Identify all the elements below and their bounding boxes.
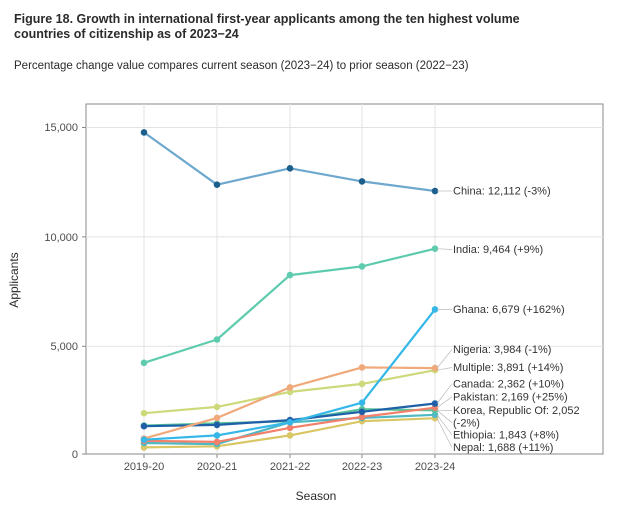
svg-text:5,000: 5,000 bbox=[50, 341, 78, 353]
svg-text:Nepal: 1,688 (+11%): Nepal: 1,688 (+11%) bbox=[453, 442, 553, 454]
svg-text:China: 12,112 (-3%): China: 12,112 (-3%) bbox=[453, 186, 551, 198]
svg-text:2021-22: 2021-22 bbox=[270, 461, 310, 473]
svg-text:Ethiopia: 1,843 (+8%): Ethiopia: 1,843 (+8%) bbox=[453, 430, 559, 442]
svg-text:2023-24: 2023-24 bbox=[415, 461, 455, 473]
svg-text:Korea, Republic Of: 2,052: Korea, Republic Of: 2,052 bbox=[453, 405, 580, 417]
svg-text:0: 0 bbox=[72, 449, 78, 461]
svg-text:2022-23: 2022-23 bbox=[342, 461, 382, 473]
svg-text:Pakistan: 2,169 (+25%): Pakistan: 2,169 (+25%) bbox=[453, 392, 568, 404]
svg-text:Multiple: 3,891 (+14%): Multiple: 3,891 (+14%) bbox=[453, 362, 563, 374]
svg-text:(-2%): (-2%) bbox=[453, 417, 480, 429]
svg-text:2019-20: 2019-20 bbox=[124, 461, 164, 473]
svg-text:Season: Season bbox=[296, 489, 337, 503]
svg-text:India: 9,464 (+9%): India: 9,464 (+9%) bbox=[453, 244, 543, 256]
svg-text:Nigeria: 3,984 (-1%): Nigeria: 3,984 (-1%) bbox=[453, 344, 551, 356]
svg-text:15,000: 15,000 bbox=[44, 122, 78, 134]
svg-text:10,000: 10,000 bbox=[44, 232, 78, 244]
svg-text:2020-21: 2020-21 bbox=[197, 461, 237, 473]
svg-text:Applicants: Applicants bbox=[7, 252, 21, 307]
svg-text:Ghana: 6,679 (+162%): Ghana: 6,679 (+162%) bbox=[453, 304, 565, 316]
svg-text:Canada: 2,362 (+10%): Canada: 2,362 (+10%) bbox=[453, 379, 564, 391]
